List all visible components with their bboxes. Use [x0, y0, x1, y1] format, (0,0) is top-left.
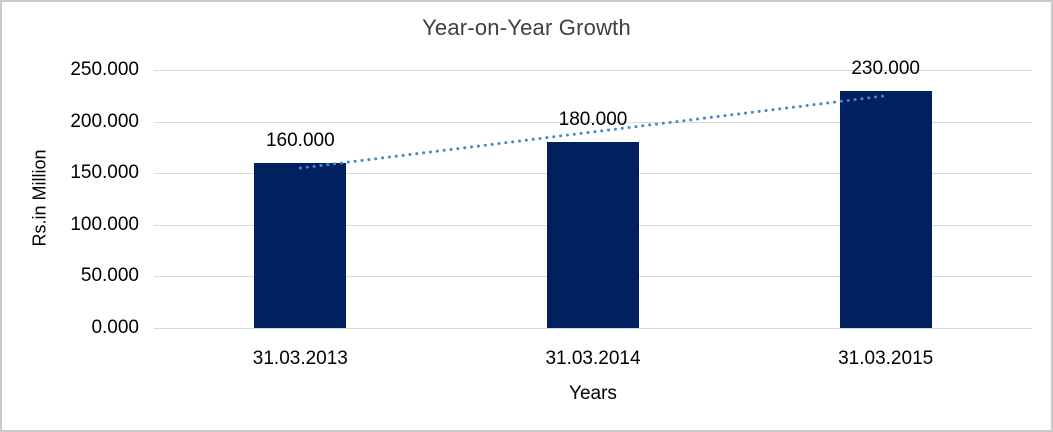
y-tick-label: 250.000: [70, 59, 139, 80]
y-tick-label: 0.000: [91, 317, 139, 338]
plot-area: [154, 70, 1032, 329]
bar: [547, 142, 639, 328]
y-tick-label: 100.000: [70, 213, 139, 235]
y-tick-label: 150.000: [70, 162, 139, 184]
y-tick-label: 50.000: [80, 265, 139, 287]
bar-value-label: 180.000: [558, 109, 628, 131]
x-tick-label: 31.03.2014: [545, 348, 641, 369]
gridline: [154, 328, 1032, 329]
bar-value-label: 160.000: [265, 129, 335, 151]
chart-title: Year-on-Year Growth: [422, 15, 631, 40]
bar: [839, 90, 932, 328]
bar-value-label: 230.000: [851, 57, 920, 79]
x-tick-label: 31.03.2013: [252, 348, 348, 369]
x-axis-title: Years: [569, 383, 617, 404]
bar: [254, 162, 347, 328]
y-tick-label: 200.000: [70, 110, 139, 132]
gridline: [154, 70, 1032, 71]
x-tick-label: 31.03.2015: [838, 348, 934, 369]
